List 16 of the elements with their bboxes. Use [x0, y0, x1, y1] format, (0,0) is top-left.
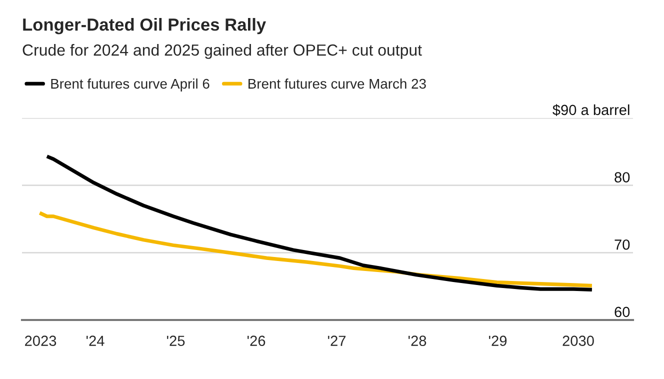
y-tick-label: 60 [614, 306, 630, 318]
chart-title: Longer-Dated Oil Prices Rally [23, 18, 266, 34]
chart-subtitle: Crude for 2024 and 2025 gained after OPEC+ cut output [22, 44, 422, 59]
x-tick-label: '29 [488, 336, 507, 346]
x-tick-label: 2023 [25, 336, 56, 346]
y-tick-label: $90 a barrel [552, 104, 630, 116]
x-tick-label: '27 [328, 336, 346, 346]
x-tick-label: '25 [166, 336, 185, 346]
x-tick-label: 2030 [562, 336, 594, 346]
y-tick-label: 80 [614, 172, 630, 182]
y-tick-label: 70 [614, 239, 630, 250]
x-tick-label: '26 [247, 336, 266, 346]
x-tick-label: '28 [408, 336, 426, 346]
x-tick-label: '24 [86, 336, 104, 346]
legend-label: Brent futures curve April 6 [51, 78, 210, 92]
legend-label: Brent futures curve March 23 [248, 78, 426, 89]
